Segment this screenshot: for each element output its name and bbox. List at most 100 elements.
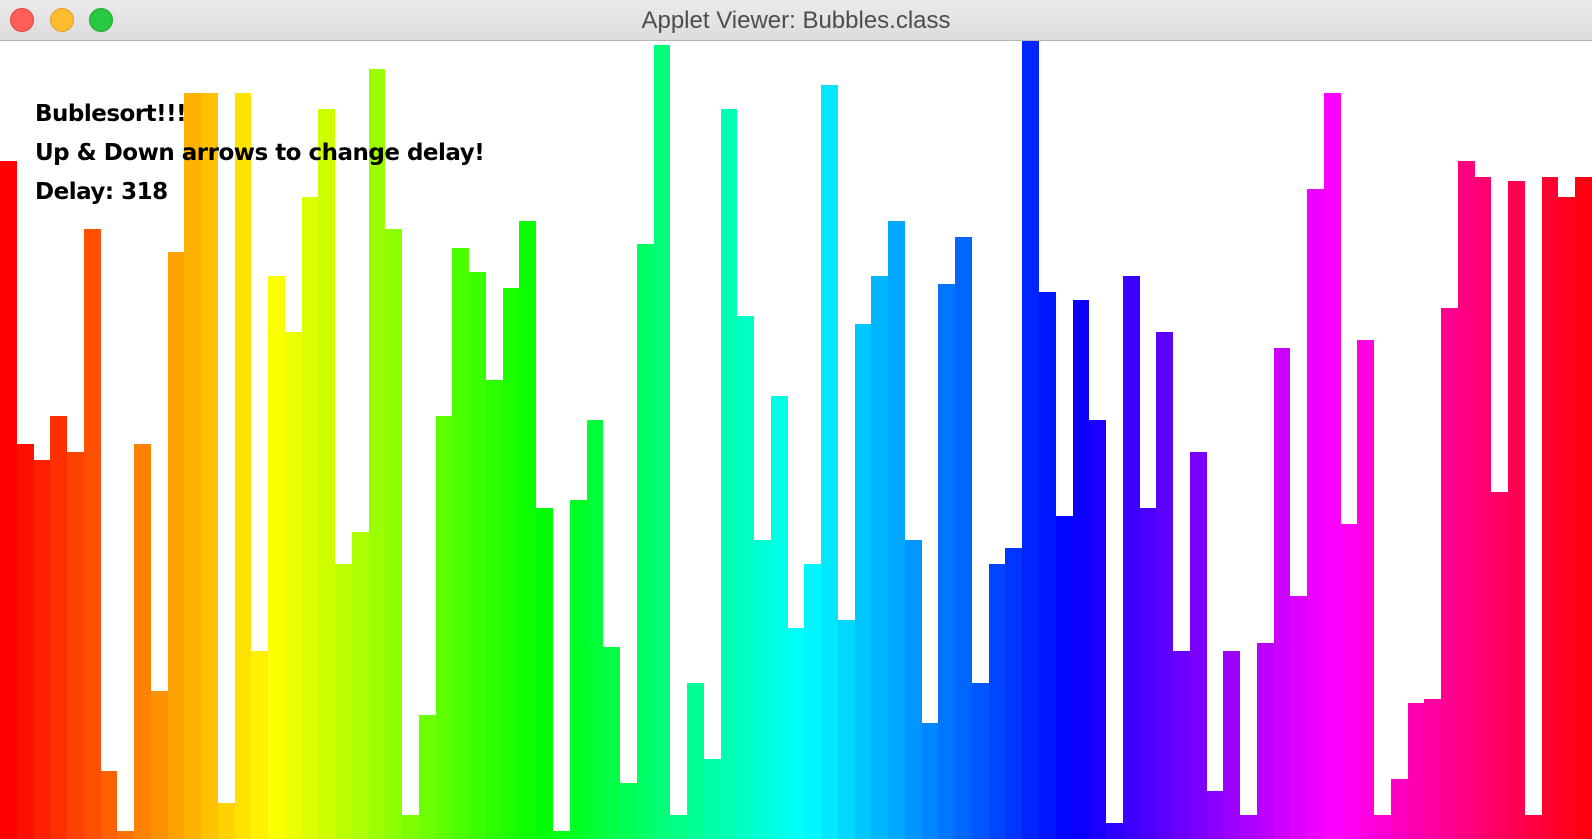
- sort-bar: [1441, 308, 1458, 839]
- sort-bar: [737, 316, 754, 839]
- sort-bar: [436, 416, 452, 839]
- sort-bar: [1156, 332, 1173, 839]
- sort-bar: [1140, 508, 1156, 839]
- sort-bar: [503, 288, 519, 839]
- sort-bar: [251, 651, 268, 839]
- sort-bar: [168, 252, 184, 839]
- sort-bar: [1491, 492, 1508, 839]
- sort-bar: [67, 452, 84, 839]
- sort-bar: [553, 831, 570, 839]
- sort-bar: [218, 803, 235, 839]
- title-bar[interactable]: Applet Viewer: Bubbles.class: [0, 0, 1592, 41]
- minimize-window-button[interactable]: [50, 8, 74, 32]
- sort-bar: [184, 93, 201, 839]
- sort-bar: [603, 647, 620, 839]
- sort-bar: [1408, 703, 1424, 839]
- sort-bar: [519, 221, 536, 839]
- sort-bar: [1039, 292, 1056, 839]
- sort-bar: [955, 237, 972, 839]
- sort-bar: [1005, 548, 1022, 839]
- sort-bar: [1341, 524, 1357, 839]
- sort-bar: [1357, 340, 1374, 839]
- sort-bar: [871, 276, 888, 839]
- sort-bar: [17, 444, 34, 839]
- sort-bar: [587, 420, 603, 839]
- sort-bar: [1173, 651, 1190, 839]
- zoom-window-button[interactable]: [89, 8, 113, 32]
- applet-canvas[interactable]: Bublesort!!! Up & Down arrows to change …: [0, 41, 1592, 839]
- sort-bar: [1374, 815, 1391, 839]
- sort-bar: [385, 229, 402, 839]
- bubble-sort-bars: [0, 41, 1592, 839]
- sort-bar: [721, 109, 737, 839]
- sort-bar: [486, 380, 503, 839]
- sort-bar: [570, 500, 587, 839]
- sort-bar: [469, 272, 486, 839]
- sort-bar: [855, 324, 871, 839]
- sort-bar: [536, 508, 553, 839]
- sort-bar: [1274, 348, 1290, 839]
- sort-bar: [1190, 452, 1207, 839]
- applet-instructions-text: Up & Down arrows to change delay!: [35, 140, 485, 166]
- sort-bar: [1558, 197, 1575, 839]
- sort-bar: [888, 221, 905, 839]
- sort-bar: [402, 815, 419, 839]
- sort-bar: [369, 69, 385, 839]
- sort-bar: [352, 532, 369, 839]
- sort-bar: [989, 564, 1005, 839]
- sort-bar: [938, 284, 955, 839]
- sort-bar: [838, 620, 855, 839]
- sort-bar: [1575, 177, 1592, 839]
- sort-bar: [1223, 651, 1240, 839]
- sort-bar: [1324, 93, 1341, 839]
- sort-bar: [34, 460, 50, 839]
- sort-bar: [1391, 779, 1408, 839]
- sort-bar: [704, 759, 721, 839]
- sort-bar: [905, 540, 922, 839]
- sort-bar: [670, 815, 687, 839]
- sort-bar: [1525, 815, 1542, 839]
- sort-bar: [1240, 815, 1257, 839]
- sort-bar: [754, 540, 771, 839]
- sort-bar: [654, 45, 670, 839]
- sort-bar: [804, 564, 821, 839]
- sort-bar: [1073, 300, 1089, 839]
- delay-label: Delay:: [35, 179, 114, 205]
- sort-bar: [1542, 177, 1558, 839]
- sort-bar: [1056, 516, 1073, 839]
- sort-bar: [687, 683, 704, 839]
- sort-bar: [771, 396, 788, 839]
- sort-bar: [50, 416, 67, 839]
- sort-bar: [788, 628, 804, 839]
- sort-bar: [620, 783, 637, 839]
- sort-bar: [922, 723, 938, 839]
- sort-bar: [637, 244, 654, 839]
- sort-bar: [1089, 420, 1106, 839]
- window-title: Applet Viewer: Bubbles.class: [641, 7, 951, 34]
- sort-bar: [318, 109, 335, 839]
- sort-bar: [84, 229, 101, 839]
- sort-bar: [134, 444, 151, 839]
- sort-bar: [1508, 181, 1525, 839]
- sort-bar: [419, 715, 436, 839]
- sort-bar: [0, 161, 17, 839]
- sort-bar: [101, 771, 117, 839]
- sort-bar: [1257, 643, 1274, 839]
- sort-bar: [117, 831, 134, 839]
- sort-bar: [235, 93, 251, 839]
- sort-bar: [285, 332, 302, 839]
- sort-bar: [151, 691, 168, 839]
- sort-bar: [1123, 276, 1140, 839]
- sort-bar: [1207, 791, 1223, 839]
- close-window-button[interactable]: [10, 8, 34, 32]
- sort-bar: [302, 197, 318, 839]
- delay-readout: Delay: 318: [35, 173, 484, 212]
- sort-bar: [1106, 823, 1123, 839]
- delay-value: 318: [121, 179, 168, 205]
- sort-bar: [1458, 161, 1475, 839]
- sort-bar: [335, 564, 352, 839]
- sort-bar: [1475, 177, 1491, 839]
- sort-bar: [452, 248, 469, 839]
- sort-bar: [1424, 699, 1441, 839]
